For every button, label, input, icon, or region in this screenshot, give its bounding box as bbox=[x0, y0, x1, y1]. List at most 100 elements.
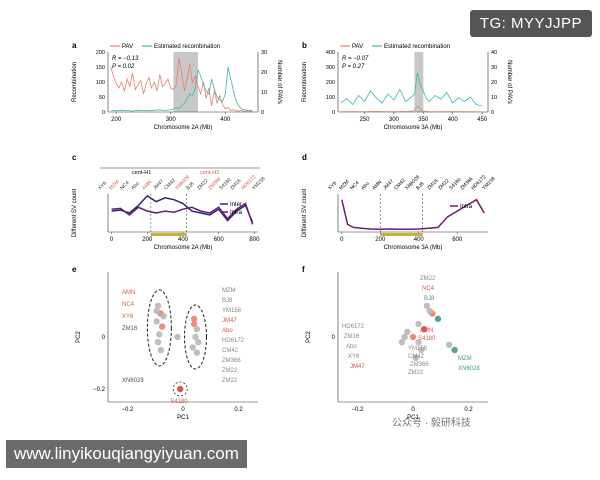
panel-letter: d bbox=[302, 153, 307, 162]
accession-label: XY6 bbox=[327, 180, 338, 191]
series-line-intra bbox=[341, 198, 485, 231]
panel-letter: a bbox=[72, 41, 77, 50]
stat-p: P = 0.02 bbox=[112, 64, 135, 70]
scatter-point bbox=[193, 326, 201, 333]
label-right: YM158 bbox=[222, 308, 242, 314]
legend-recomb-label: Estimated recombination bbox=[154, 44, 220, 50]
y-tick-label: −0.2 bbox=[93, 387, 106, 393]
x-tick-label: 0 bbox=[181, 407, 185, 413]
scatter-point bbox=[174, 333, 181, 341]
series-line-pav bbox=[340, 105, 483, 113]
centromere-highlight bbox=[414, 52, 424, 112]
label-left: AMN bbox=[122, 290, 135, 296]
scatter-point bbox=[451, 346, 458, 354]
label-f: NC4 bbox=[422, 286, 435, 292]
stat-r: R = −0.13 bbox=[112, 56, 139, 62]
y2-tick-label: 20 bbox=[491, 80, 497, 86]
x-axis-label: Chromosome 3A (Mb) bbox=[384, 125, 443, 131]
outlier-circle bbox=[172, 381, 188, 397]
label-f: S4180 bbox=[418, 336, 436, 342]
y-tick-label: 100 bbox=[96, 80, 105, 86]
accession-label: Abo bbox=[360, 181, 371, 192]
y2-tick-label: 30 bbox=[261, 50, 267, 56]
accession-label: CM42 bbox=[163, 178, 177, 192]
label-f: BJ8 bbox=[424, 296, 435, 302]
panel-letter: e bbox=[72, 265, 77, 274]
scatter-point bbox=[415, 320, 422, 328]
x-tick-label: 450 bbox=[477, 117, 488, 123]
scatter-point bbox=[423, 302, 431, 309]
x-axis-label: PC1 bbox=[177, 415, 189, 421]
x-tick-label: 400 bbox=[220, 117, 231, 123]
chart-e: e −0.2 0 0.2 −0.2 0 PC1 PC2 AMN NC4 XY6 ZM16 XN6028 M… bbox=[72, 265, 258, 421]
outlier-label: S4180 bbox=[170, 399, 188, 405]
scatter-point bbox=[190, 315, 198, 322]
chart-d: d 0 200 400 600 Chromosome 3A (Mb) Different S… bbox=[302, 153, 497, 251]
y-tick-label: 400 bbox=[326, 50, 335, 56]
label-f: MZM bbox=[458, 356, 472, 362]
y-axis-label: Different SV count bbox=[72, 188, 78, 237]
label-right: BJ8 bbox=[222, 298, 233, 304]
cent-h1-label: cent-H1 bbox=[132, 170, 151, 176]
y-axis-label: PC2 bbox=[306, 331, 312, 343]
stat-r: R = −0.07 bbox=[342, 56, 369, 62]
label-f: XN6028 bbox=[458, 366, 480, 372]
scatter-point bbox=[160, 313, 167, 320]
accession-label: NC4 bbox=[119, 180, 130, 191]
y-tick-label: 200 bbox=[326, 80, 335, 86]
label-left: XY6 bbox=[122, 314, 134, 320]
scatter-point bbox=[426, 307, 433, 315]
scatter-point bbox=[154, 302, 162, 309]
x-tick-label: 300 bbox=[166, 117, 177, 123]
x-tick-label: 0.2 bbox=[234, 407, 243, 413]
series-line-intra bbox=[111, 202, 254, 225]
label-f: CM42 bbox=[408, 354, 425, 360]
y2-axis-label: Number of PAVs bbox=[506, 60, 512, 104]
y-tick-label: 50 bbox=[99, 95, 105, 101]
centromere-bar bbox=[150, 233, 187, 236]
x-tick-label: 600 bbox=[214, 237, 225, 243]
y2-tick-label: 20 bbox=[261, 70, 267, 76]
accession-label: CM42 bbox=[393, 178, 407, 192]
accession-label: JM47 bbox=[382, 178, 395, 191]
scatter-point bbox=[156, 331, 163, 338]
cluster-ellipse-left bbox=[146, 289, 172, 367]
label-f: YM158 bbox=[408, 346, 428, 352]
y-axis-label: PC2 bbox=[76, 331, 82, 343]
label-right: ZM22 bbox=[222, 368, 238, 374]
x-axis-label: Chromosome 3A (Mb) bbox=[384, 245, 443, 251]
panel-letter: c bbox=[72, 153, 77, 162]
scatter-point bbox=[195, 339, 202, 346]
accession-label: MZM bbox=[338, 179, 350, 191]
legend-pav-label: PAV bbox=[352, 44, 363, 50]
accession-label: ZM22 bbox=[437, 178, 450, 191]
scatter-point bbox=[409, 333, 417, 341]
y2-tick-label: 0 bbox=[261, 110, 264, 116]
y2-axis-label: Number of PAVs bbox=[276, 60, 282, 104]
label-right: ZM22 bbox=[222, 378, 238, 384]
y-tick-label: 150 bbox=[96, 65, 105, 71]
panel-e: e −0.2 0 0.2 −0.2 0 PC1 PC2 AMN NC4 XY6 ZM16 XN6028 M… bbox=[70, 262, 290, 438]
scatter-point bbox=[434, 315, 442, 322]
scatter-point bbox=[401, 333, 408, 341]
y2-tick-label: 40 bbox=[491, 50, 497, 56]
series-line-pav bbox=[110, 57, 253, 112]
accession-label: MZM bbox=[108, 179, 120, 191]
x-tick-label: 400 bbox=[178, 237, 189, 243]
x-tick-label: 300 bbox=[389, 117, 400, 123]
x-tick-label: 400 bbox=[414, 237, 425, 243]
legend-intra-label: Intra bbox=[460, 204, 473, 210]
x-tick-label: 250 bbox=[359, 117, 370, 123]
scatter-point bbox=[445, 341, 453, 348]
legend-pav-label: PAV bbox=[122, 44, 133, 50]
scatter-point bbox=[398, 339, 406, 346]
tg-watermark: TG: MYYJJPP bbox=[469, 10, 592, 37]
scatter-point bbox=[418, 346, 425, 354]
label-f: ZM366 bbox=[410, 362, 429, 368]
scatter-point bbox=[193, 349, 201, 356]
x-axis-label: Chromosome 2A (Mb) bbox=[154, 125, 213, 131]
y2-tick-label: 0 bbox=[491, 110, 494, 116]
x-tick-label: 0.2 bbox=[464, 407, 473, 413]
series-line-estimated-recombination bbox=[340, 72, 483, 107]
